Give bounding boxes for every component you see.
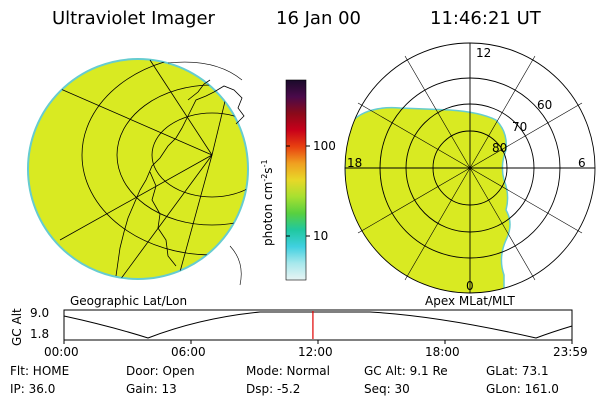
altitude-curve: [63, 311, 573, 339]
polar-grid: [344, 42, 596, 294]
status-gain: Gain: 13: [126, 382, 177, 396]
altitude-x-tick-2: 12:00: [298, 345, 333, 359]
geo-panel-label: Geographic Lat/Lon: [70, 294, 188, 308]
status-door: Door: Open: [126, 364, 195, 378]
polar-mlt-0: 0: [466, 279, 474, 293]
altitude-y-top: 9.0: [30, 306, 50, 320]
status-mode: Mode: Normal: [246, 364, 330, 378]
status-gc-alt: GC Alt: 9.1 Re: [364, 364, 448, 378]
colorbar-rect: [285, 79, 307, 281]
colorbar-unit-label: photon cm-2s-1: [260, 159, 275, 246]
status-glon: GLon: 161.0: [486, 382, 559, 396]
status-dsp: Dsp: -5.2: [246, 382, 301, 396]
polar-lat-80: 80: [492, 141, 508, 155]
altitude-ylabel: GC Alt: [10, 308, 24, 346]
date-readout: 16 Jan 00: [276, 8, 361, 29]
app-title: Ultraviolet Imager: [52, 8, 215, 29]
colorbar-tick-100: 100: [313, 139, 336, 153]
altitude-x-tick-1: 06:00: [171, 345, 206, 359]
altitude-plot: [63, 309, 573, 344]
altitude-x-ticks: [63, 340, 573, 344]
altitude-y-bottom: 1.8: [30, 327, 50, 341]
altitude-x-tick-4: 23:59: [553, 345, 588, 359]
status-ip: IP: 36.0: [10, 382, 56, 396]
polar-mlt-12: 12: [476, 46, 492, 60]
geographic-panel: [27, 58, 249, 286]
polar-panel-label: Apex MLat/MLT: [425, 294, 515, 308]
status-seq: Seq: 30: [364, 382, 410, 396]
status-glat: GLat: 73.1: [486, 364, 549, 378]
polar-mlt-18: 18: [347, 156, 363, 170]
geo-emission-disk: [27, 58, 249, 280]
status-flt: Flt: HOME: [10, 364, 70, 378]
coastline-path: [115, 79, 245, 277]
polar-lat-70: 70: [512, 120, 528, 134]
colorbar-tick-10: 10: [313, 229, 329, 243]
altitude-x-tick-0: 00:00: [44, 345, 79, 359]
time-readout: 11:46:21 UT: [430, 8, 541, 29]
polar-panel: [344, 42, 596, 294]
altitude-x-tick-3: 18:00: [425, 345, 460, 359]
geo-grid-outside: [167, 61, 243, 286]
colorbar: [285, 79, 310, 281]
polar-lat-60: 60: [537, 98, 553, 112]
polar-mlt-6: 6: [578, 156, 586, 170]
polar-emission-region: [345, 106, 511, 293]
